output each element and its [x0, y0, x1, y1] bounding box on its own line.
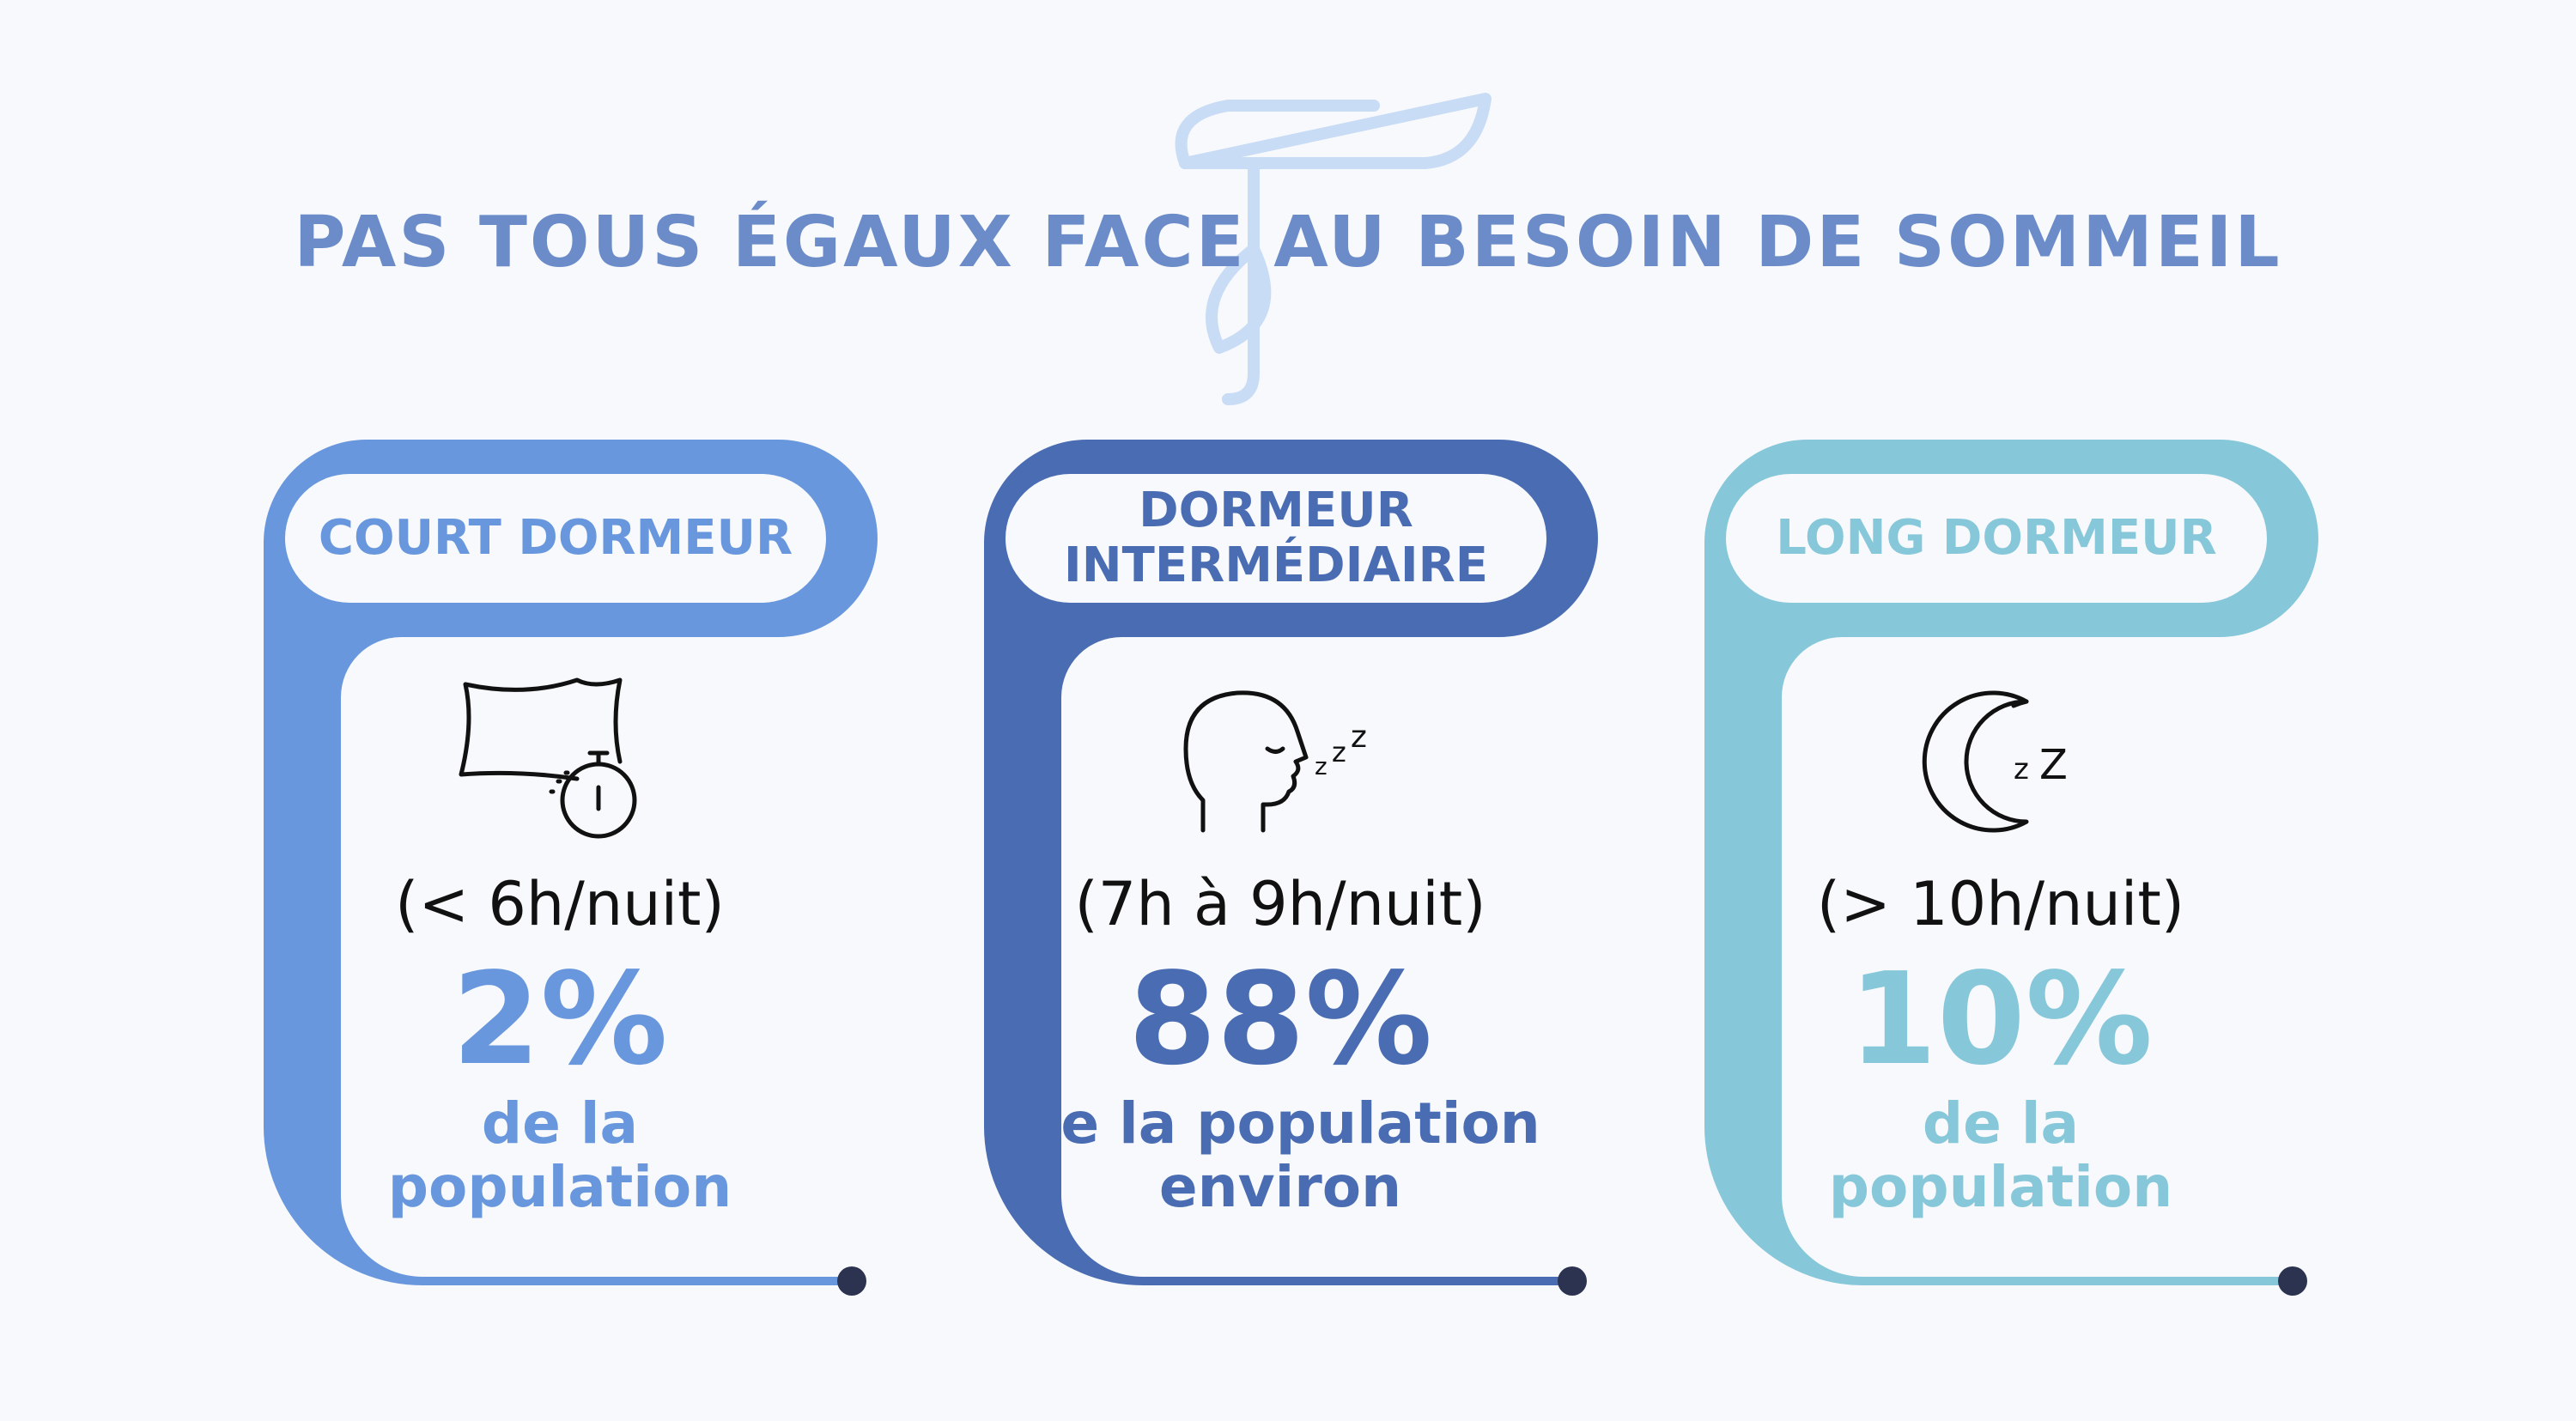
population-label: de la population — [1828, 1090, 2173, 1220]
population-percent: 88% — [1127, 945, 1433, 1093]
svg-text:z: z — [2014, 752, 2029, 786]
card-short-sleeper: COURT DORMEUR (< 6h/nuit) 2% de la popul… — [251, 440, 1118, 1298]
svg-text:z: z — [1315, 752, 1327, 780]
population-label: de la population environ — [1020, 1090, 1540, 1220]
card-intermediate-sleeper: DORMEUR INTERMÉDIAIRE z z z (7h à 9h/nui… — [971, 440, 1838, 1298]
svg-text:Z: Z — [2039, 741, 2068, 789]
sleeping-head-icon: z z z — [1183, 690, 1367, 833]
population-percent: 10% — [1848, 945, 2154, 1093]
sleep-duration-range: (< 6h/nuit) — [395, 869, 725, 939]
sleeper-type-label: LONG DORMEUR — [1776, 510, 2217, 566]
population-label: de la population — [387, 1090, 732, 1220]
sleep-duration-range: (7h à 9h/nuit) — [1074, 869, 1486, 939]
page-title: PAS TOUS ÉGAUX FACE AU BESOIN DE SOMMEIL — [294, 202, 2282, 283]
svg-text:z: z — [1351, 720, 1367, 755]
sleeper-type-label: COURT DORMEUR — [318, 510, 793, 566]
pillow-stopwatch-icon — [459, 677, 637, 839]
population-percent: 2% — [452, 945, 668, 1093]
moon-zz-icon: z Z — [1922, 690, 2068, 833]
card-frame — [264, 440, 878, 1296]
brand-logo-icon — [1175, 93, 1492, 405]
card-frame — [984, 440, 1598, 1296]
svg-text:z: z — [1332, 736, 1346, 768]
card-frame — [1704, 440, 2318, 1296]
sleep-duration-range: (> 10h/nuit) — [1816, 869, 2185, 939]
card-long-sleeper: LONG DORMEUR z Z (> 10h/nuit) 10% de la … — [1692, 440, 2559, 1298]
sleeper-type-label: DORMEUR INTERMÉDIAIRE — [1063, 483, 1489, 593]
